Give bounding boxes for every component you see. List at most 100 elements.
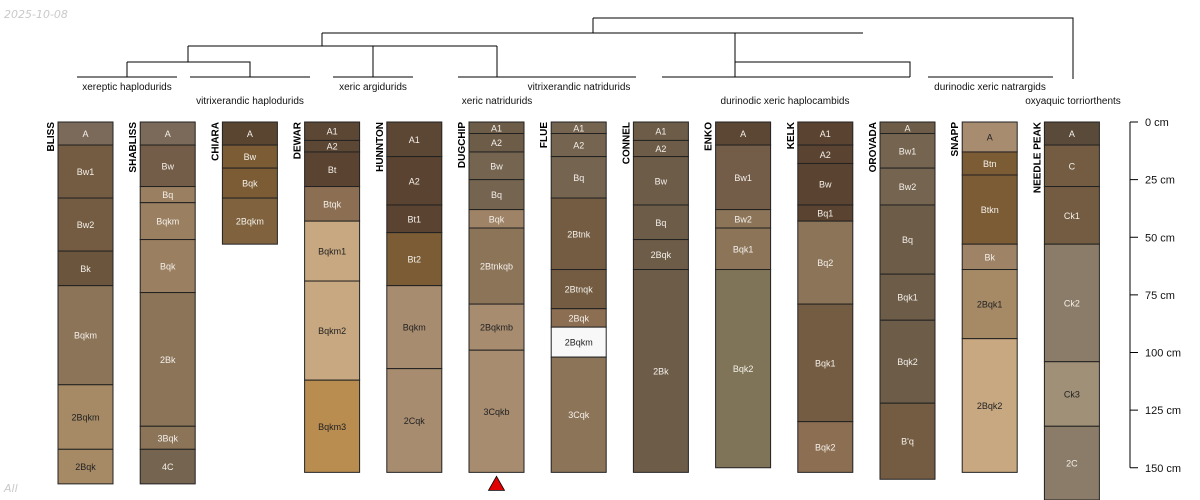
horizon-label: Ck1	[1064, 211, 1080, 221]
taxon-label: durinodic xeric haplocambids	[721, 96, 850, 107]
horizon-label: A1	[573, 123, 584, 133]
horizon-label: Bw1	[734, 173, 752, 183]
horizon-label: A	[165, 129, 171, 139]
horizon-label: A2	[409, 176, 420, 186]
taxon-label: oxyaquic torriorthents	[1025, 96, 1121, 107]
soil-profile: A1 A2 Bw Bq 2Bqk 2Bk CONNEL	[621, 121, 689, 473]
horizon-label: Bw2	[77, 220, 95, 230]
soil-profile: A Bw Bqk 2Bqkm CHIARA	[210, 121, 278, 245]
horizon-label: A	[740, 129, 746, 139]
profile-name: CONNEL	[621, 122, 632, 164]
horizon-block	[1043, 361, 1100, 427]
horizon-label: A	[247, 129, 253, 139]
profile-name: CHIARA	[210, 122, 221, 161]
horizon-label: Bw	[655, 176, 668, 186]
dendrogram	[77, 17, 1074, 79]
horizon-label: 2Bk	[653, 366, 669, 376]
soil-profile: A Bw Bq Bqkm Bqk 2Bk 3Bqk 4C SHABLISS	[128, 121, 196, 485]
horizon-block	[961, 338, 1018, 473]
horizon-block	[550, 156, 607, 199]
horizon-label: 2Btnkqb	[480, 262, 513, 272]
profile-name: OROVADA	[868, 122, 879, 172]
horizon-block	[139, 202, 196, 241]
horizon-block	[797, 220, 854, 305]
profile-name: HUNNTON	[375, 122, 386, 172]
date-stamp: 2025-10-08	[4, 8, 68, 21]
axis-tick-label: 100 cm	[1145, 348, 1181, 360]
horizon-label: Btn	[983, 159, 997, 169]
horizon-block	[221, 197, 278, 245]
horizon-label: Bqk1	[897, 293, 918, 303]
horizon-block	[797, 303, 854, 423]
horizon-block	[304, 379, 361, 473]
horizon-label: B'q	[901, 437, 914, 447]
horizon-label: A2	[327, 142, 338, 152]
taxon-label: vitrixerandic natridurids	[528, 82, 631, 93]
horizon-block	[715, 227, 772, 271]
profile-name: ENKO	[704, 122, 715, 151]
horizon-block	[797, 421, 854, 473]
horizon-block	[715, 144, 772, 211]
horizon-label: Bq	[902, 235, 913, 245]
horizon-label: 3Cqkb	[483, 407, 509, 417]
horizon-block	[139, 144, 196, 188]
horizon-label: 2Cqk	[404, 416, 426, 426]
profile-name: NEEDLE PEAK	[1032, 121, 1043, 193]
horizon-label: A1	[655, 127, 666, 137]
horizon-label: Bqk	[242, 179, 258, 189]
horizon-block	[468, 349, 525, 473]
axis-tick-label: 125 cm	[1145, 405, 1181, 417]
horizon-block	[386, 121, 443, 158]
horizon-label: Ck3	[1064, 389, 1080, 399]
horizon-label: Bq2	[817, 258, 833, 268]
soil-profile: A Bw1 Bw2 Bk Bqkm 2Bqkm 2Bqk BLISS	[46, 121, 114, 485]
profile-name: KELK	[786, 121, 797, 149]
horizon-label: Bqkm	[403, 323, 426, 333]
profile-marker	[487, 475, 506, 491]
horizon-label: 2C	[1066, 459, 1078, 469]
marker-triangle-icon	[487, 475, 506, 491]
horizon-label: A1	[409, 135, 420, 145]
horizon-block	[221, 167, 278, 199]
horizon-label: A2	[820, 150, 831, 160]
taxon-label: durinodic xeric natrargids	[934, 82, 1046, 93]
horizon-block	[386, 156, 443, 206]
horizon-label: 4C	[162, 462, 174, 472]
axis-tick-label: 50 cm	[1145, 232, 1175, 244]
horizon-label: Bqk2	[733, 364, 754, 374]
horizon-block	[386, 368, 443, 473]
horizon-label: A1	[491, 123, 502, 133]
horizon-label: 2Bqk2	[977, 401, 1003, 411]
horizon-block	[961, 243, 1018, 271]
horizon-label: Bk	[984, 252, 995, 262]
footer-label: All	[3, 482, 18, 495]
horizon-block	[879, 167, 936, 206]
horizon-label: A	[82, 129, 88, 139]
horizon-label: Bq1	[817, 209, 833, 219]
profile-name: SHABLISS	[128, 122, 139, 173]
horizon-label: 2Bqk1	[977, 300, 1003, 310]
horizon-label: Bqk2	[897, 357, 918, 367]
horizon-block	[139, 448, 196, 485]
horizon-block	[1043, 186, 1100, 245]
horizon-label: 2Btnqk	[565, 285, 594, 295]
horizon-block	[386, 285, 443, 370]
horizon-label: Bq	[655, 218, 666, 228]
horizon-block	[550, 269, 607, 310]
depth-axis: 0 cm 25 cm 50 cm 75 cm 100 cm 125 cm 150 cm	[1129, 117, 1181, 475]
horizon-label: Bqkm	[156, 217, 179, 227]
axis-tick-label: 75 cm	[1145, 290, 1175, 302]
horizon-block	[632, 204, 689, 241]
horizon-block	[139, 292, 196, 427]
horizon-block	[879, 402, 936, 480]
taxon-label: xeric argidurids	[339, 82, 407, 93]
horizon-label: 2Bqkm	[236, 217, 264, 227]
profile-name: SNAPP	[950, 122, 961, 157]
horizon-label: 2Bqkmb	[480, 323, 513, 333]
horizon-label: C	[1069, 161, 1076, 171]
horizon-label: A	[987, 132, 993, 142]
horizon-label: Bw	[161, 161, 174, 171]
horizon-label: 2Bk	[160, 355, 176, 365]
axis-tick-label: 0 cm	[1145, 117, 1169, 129]
